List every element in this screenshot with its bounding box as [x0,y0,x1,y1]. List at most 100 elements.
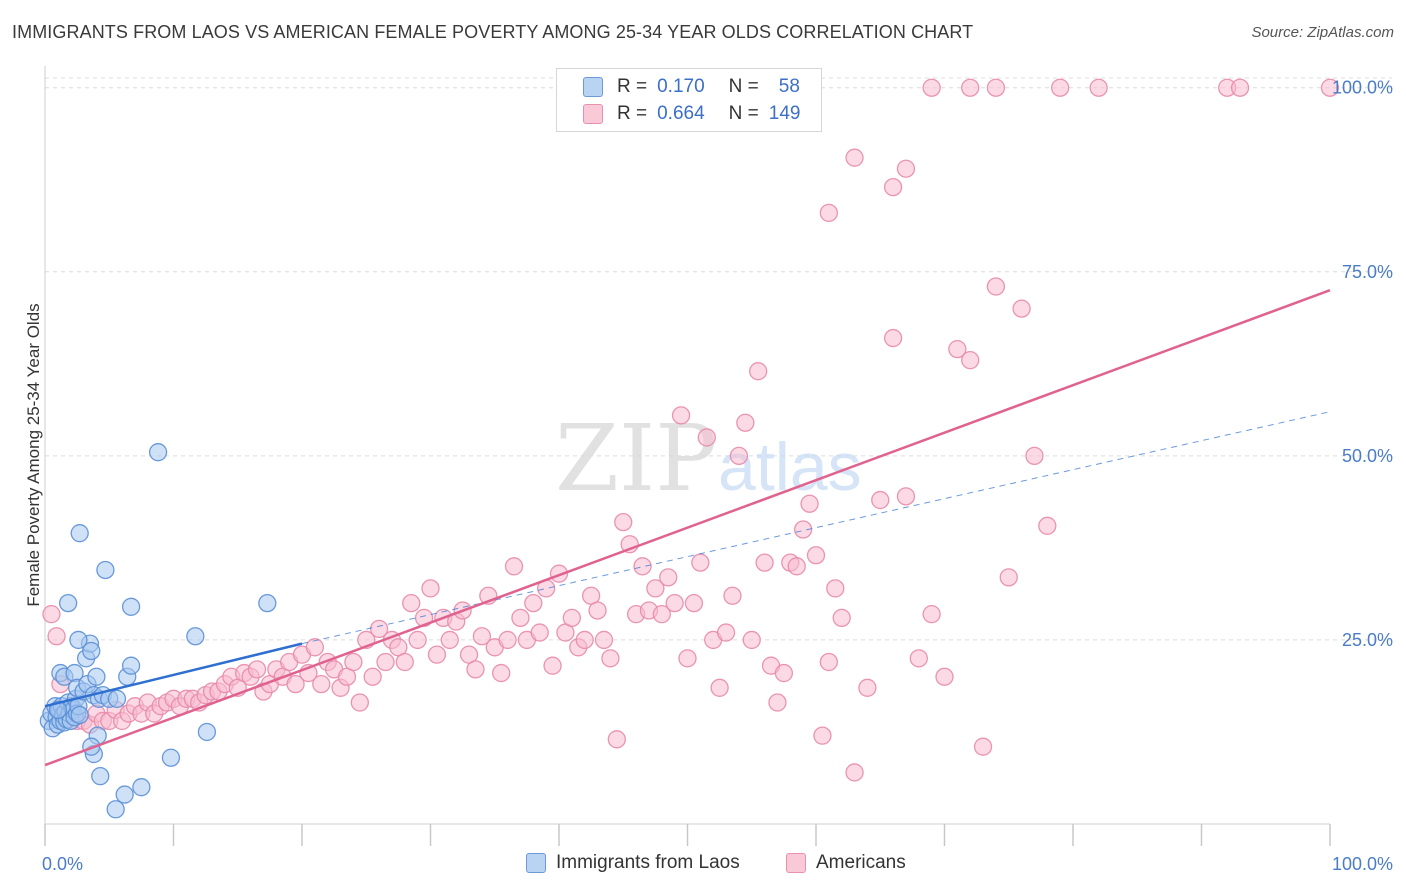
point-americans [1230,78,1250,97]
point-americans [511,608,530,627]
point-americans [716,623,736,642]
point-americans [794,520,813,539]
y-tick-label: 25.0% [1342,630,1393,650]
point-laos [106,800,125,819]
y-tick-label: 75.0% [1342,262,1393,282]
point-laos [186,627,205,646]
point-americans [710,678,729,697]
legend-n-value: 149 [768,103,801,124]
bottom-legend-label: Immigrants from Laos [556,852,740,873]
y-tick-label: 50.0% [1342,446,1393,466]
legend-swatch-pink [583,104,603,124]
point-americans [1320,78,1340,97]
point-americans [395,652,414,672]
point-americans [729,446,749,466]
point-americans [376,652,395,672]
point-americans [819,652,838,672]
point-americans [614,512,633,532]
point-americans [543,656,562,675]
point-laos [70,524,89,543]
point-americans [466,660,485,679]
watermark-atlas: atlas [718,429,862,505]
point-americans [575,630,594,650]
point-laos [161,748,181,767]
series-americans-points [42,78,1340,782]
watermark-zip: ZIP [555,405,717,512]
point-laos [132,778,151,797]
point-laos [69,630,88,650]
point-americans [697,428,716,447]
point-americans [678,649,697,668]
bottom-legend-swatch-blue [526,853,546,873]
point-americans [813,726,832,745]
point-americans [826,579,845,598]
point-americans [736,413,755,432]
point-americans [363,667,382,686]
point-americans [999,568,1018,587]
legend-r-value: 0.664 [657,103,705,124]
point-americans [344,652,363,672]
point-americans [973,737,993,756]
bottom-legend-laos: Immigrants from Laos [526,852,740,874]
point-laos [58,593,78,613]
x-tick-label: 100.0% [1332,854,1393,874]
point-americans [896,159,916,178]
trend-lines [44,289,1331,767]
point-americans [286,674,305,694]
point-laos [121,656,141,675]
point-americans [440,630,459,650]
point-americans [1038,516,1057,535]
bottom-legend-americans: Americans [786,852,906,874]
legend-row-americans: R = 0.664 N = 149 [583,102,800,126]
point-americans [922,78,941,97]
point-laos [258,593,277,613]
point-americans [594,630,614,650]
point-americans [845,148,864,167]
point-laos [82,641,101,661]
point-americans [1012,299,1031,318]
point-americans [247,660,267,679]
point-americans [562,608,581,627]
point-americans [723,586,742,605]
legend-swatch-blue [583,77,603,97]
series-laos-points [39,443,277,819]
legend-row-laos: R = 0.170 N = 58 [583,75,800,99]
point-americans [845,763,864,782]
point-americans [896,487,916,506]
point-americans [684,593,704,613]
point-americans [421,579,440,598]
chart-title: IMMIGRANTS FROM LAOS VS AMERICAN FEMALE … [12,22,974,42]
point-americans [408,630,427,650]
point-americans [800,494,819,513]
point-americans [492,663,511,683]
watermark: ZIP atlas [555,405,862,512]
point-americans [948,339,967,359]
point-americans [305,638,325,657]
point-americans [1051,78,1070,97]
point-laos [197,722,217,742]
point-americans [742,630,761,650]
legend-n-label: N = [728,103,759,124]
tick-labels: 25.0% 50.0% 75.0% 100.0% 0.0% 100.0% [42,78,1393,874]
point-americans [883,177,903,197]
bottom-legend-swatch-pink [786,853,806,873]
y-tick-label: 100.0% [1332,78,1393,98]
point-americans [472,627,492,646]
point-americans [652,605,671,624]
stats-legend: R = 0.170 N = 58 R = 0.664 N = 149 [556,68,822,132]
chart-source: Source: ZipAtlas.com [1251,24,1394,41]
point-americans [498,630,517,650]
grid-layer [44,66,1392,846]
point-americans [774,663,794,683]
point-americans [659,568,678,587]
point-americans [369,619,389,639]
point-americans [819,203,838,223]
point-americans [858,678,877,697]
point-americans [601,649,620,668]
point-americans [961,78,980,97]
point-americans [665,593,684,613]
point-americans [909,649,928,668]
point-americans [691,553,710,572]
trend-americans [44,289,1331,767]
